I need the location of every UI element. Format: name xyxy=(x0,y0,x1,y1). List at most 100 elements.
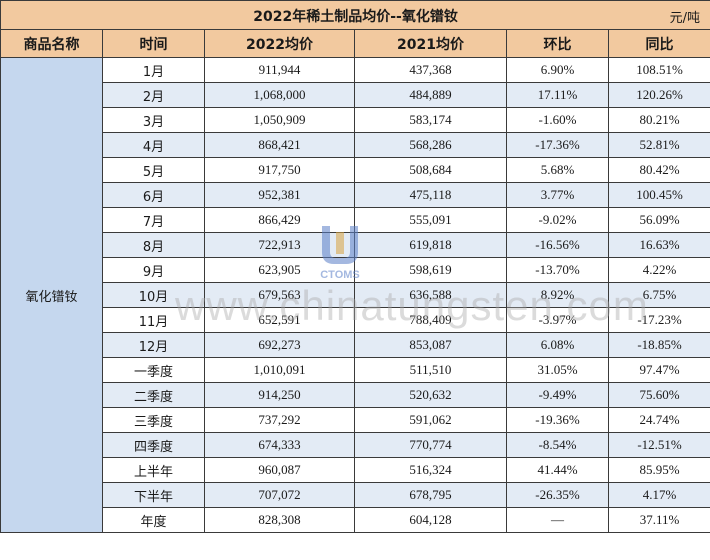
price-2021-cell: 437,368 xyxy=(354,57,507,83)
mom-cell: -1.60% xyxy=(506,107,609,133)
yoy-cell: 16.63% xyxy=(607,232,710,258)
time-cell: 3月 xyxy=(102,107,205,133)
price-2022-cell: 737,292 xyxy=(204,407,355,433)
table-row: 7月 866,429 555,091 -9.02% 56.09% xyxy=(1,207,710,233)
price-2021-cell: 568,286 xyxy=(354,132,507,158)
price-2021-cell: 619,818 xyxy=(354,232,507,258)
table-title: 2022年稀土制品均价--氧化镨钕 xyxy=(253,9,458,25)
time-cell: 下半年 xyxy=(102,482,205,508)
mom-cell: 3.77% xyxy=(506,182,609,208)
mom-cell: -9.02% xyxy=(506,207,609,233)
table-row: 下半年 707,072 678,795 -26.35% 4.17% xyxy=(1,482,710,508)
price-2021-cell: 484,889 xyxy=(354,82,507,108)
price-2022-cell: 960,087 xyxy=(204,457,355,483)
price-table: 2022年稀土制品均价--氧化镨钕 元/吨 商品名称 时间 2022均价 202… xyxy=(0,0,710,533)
header-product-name: 商品名称 xyxy=(0,29,103,58)
price-2022-cell: 868,421 xyxy=(204,132,355,158)
yoy-cell: 85.95% xyxy=(607,457,710,483)
mom-cell: -9.49% xyxy=(506,382,609,408)
time-cell: 5月 xyxy=(102,157,205,183)
header-mom: 环比 xyxy=(506,29,609,58)
table-row: 2月 1,068,000 484,889 17.11% 120.26% xyxy=(1,82,710,108)
price-2022-cell: 707,072 xyxy=(204,482,355,508)
time-cell: 二季度 xyxy=(102,382,205,408)
table-row: 10月 679,563 636,588 8.92% 6.75% xyxy=(1,282,710,308)
mom-cell: 17.11% xyxy=(506,82,609,108)
yoy-cell: 52.81% xyxy=(607,132,710,158)
yoy-cell: 56.09% xyxy=(607,207,710,233)
mom-cell: 6.08% xyxy=(506,332,609,358)
price-2021-cell: 508,684 xyxy=(354,157,507,183)
header-row: 商品名称 时间 2022均价 2021均价 环比 同比 xyxy=(0,29,710,58)
title-cell: 2022年稀土制品均价--氧化镨钕 元/吨 xyxy=(0,0,710,30)
price-2021-cell: 516,324 xyxy=(354,457,507,483)
mom-cell: — xyxy=(506,507,609,533)
price-2021-cell: 511,510 xyxy=(354,357,507,383)
mom-cell: -13.70% xyxy=(506,257,609,283)
yoy-cell: 37.11% xyxy=(607,507,710,533)
price-2021-cell: 788,409 xyxy=(354,307,507,333)
header-price-2021: 2021均价 xyxy=(354,29,507,58)
table-row: 氧化镨钕 1月 911,944 437,368 6.90% 108.51% xyxy=(0,57,710,533)
price-2021-cell: 591,062 xyxy=(354,407,507,433)
price-2022-cell: 1,010,091 xyxy=(204,357,355,383)
price-2022-cell: 722,913 xyxy=(204,232,355,258)
mom-cell: 31.05% xyxy=(506,357,609,383)
time-cell: 上半年 xyxy=(102,457,205,483)
mom-cell: -19.36% xyxy=(506,407,609,433)
table-row: 5月 917,750 508,684 5.68% 80.42% xyxy=(1,157,710,183)
time-cell: 1月 xyxy=(102,57,205,83)
table-row: 一季度 1,010,091 511,510 31.05% 97.47% xyxy=(1,357,710,383)
price-2021-cell: 636,588 xyxy=(354,282,507,308)
yoy-cell: 108.51% xyxy=(607,57,710,83)
price-2022-cell: 911,944 xyxy=(204,57,355,83)
time-cell: 10月 xyxy=(102,282,205,308)
time-cell: 年度 xyxy=(102,507,205,533)
time-cell: 一季度 xyxy=(102,357,205,383)
yoy-cell: 97.47% xyxy=(607,357,710,383)
time-cell: 2月 xyxy=(102,82,205,108)
mom-cell: -16.56% xyxy=(506,232,609,258)
yoy-cell: 80.21% xyxy=(607,107,710,133)
yoy-cell: 80.42% xyxy=(607,157,710,183)
yoy-cell: 24.74% xyxy=(607,407,710,433)
yoy-cell: 120.26% xyxy=(607,82,710,108)
table-row: 6月 952,381 475,118 3.77% 100.45% xyxy=(1,182,710,208)
table-row: 三季度 737,292 591,062 -19.36% 24.74% xyxy=(1,407,710,433)
table-row: 4月 868,421 568,286 -17.36% 52.81% xyxy=(1,132,710,158)
table-row: 四季度 674,333 770,774 -8.54% -12.51% xyxy=(1,432,710,458)
table-row: 12月 692,273 853,087 6.08% -18.85% xyxy=(1,332,710,358)
price-2021-cell: 678,795 xyxy=(354,482,507,508)
price-2022-cell: 952,381 xyxy=(204,182,355,208)
mom-cell: -17.36% xyxy=(506,132,609,158)
time-cell: 6月 xyxy=(102,182,205,208)
yoy-cell: 6.75% xyxy=(607,282,710,308)
price-2021-cell: 520,632 xyxy=(354,382,507,408)
time-cell: 4月 xyxy=(102,132,205,158)
mom-cell: -3.97% xyxy=(506,307,609,333)
unit-label: 元/吨 xyxy=(669,11,701,26)
price-2022-cell: 623,905 xyxy=(204,257,355,283)
header-yoy: 同比 xyxy=(607,29,710,58)
time-cell: 11月 xyxy=(102,307,205,333)
mom-cell: -26.35% xyxy=(506,482,609,508)
yoy-cell: 4.17% xyxy=(607,482,710,508)
mom-cell: 5.68% xyxy=(506,157,609,183)
header-time: 时间 xyxy=(102,29,205,58)
table-row: 二季度 914,250 520,632 -9.49% 75.60% xyxy=(1,382,710,408)
product-name-cell: 氧化镨钕 xyxy=(0,57,103,533)
time-cell: 9月 xyxy=(102,257,205,283)
price-2022-cell: 828,308 xyxy=(204,507,355,533)
time-cell: 12月 xyxy=(102,332,205,358)
price-2022-cell: 652,591 xyxy=(204,307,355,333)
yoy-cell: -17.23% xyxy=(607,307,710,333)
table-row: 9月 623,905 598,619 -13.70% 4.22% xyxy=(1,257,710,283)
time-cell: 8月 xyxy=(102,232,205,258)
table-row: 11月 652,591 788,409 -3.97% -17.23% xyxy=(1,307,710,333)
yoy-cell: 75.60% xyxy=(607,382,710,408)
time-cell: 四季度 xyxy=(102,432,205,458)
price-2021-cell: 555,091 xyxy=(354,207,507,233)
price-2022-cell: 692,273 xyxy=(204,332,355,358)
price-2022-cell: 914,250 xyxy=(204,382,355,408)
price-2022-cell: 866,429 xyxy=(204,207,355,233)
